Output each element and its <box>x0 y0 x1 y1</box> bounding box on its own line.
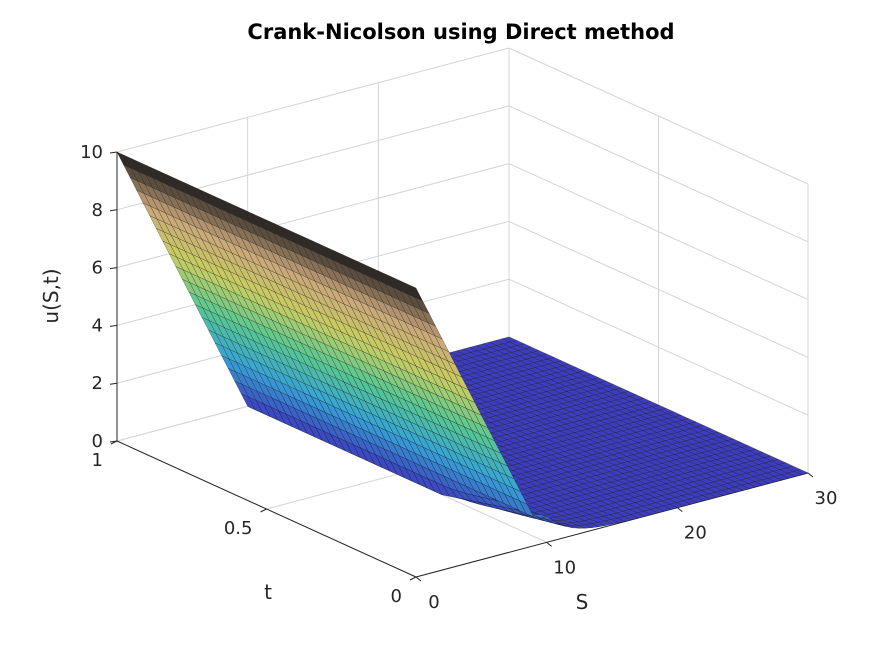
z-tick-mark <box>109 209 118 212</box>
x-tick-mark <box>807 472 814 478</box>
y-tick-mark <box>260 508 267 513</box>
x-tick-label: 20 <box>684 523 707 544</box>
z-tick-mark <box>109 440 118 443</box>
z-tick-label: 8 <box>92 200 103 221</box>
z-tick-label: 6 <box>92 258 103 279</box>
z-axis-label: u(S,t) <box>39 268 63 323</box>
surface-face <box>408 284 423 302</box>
chart-title: Crank-Nicolson using Direct method <box>247 20 674 44</box>
x-tick-mark <box>546 541 552 547</box>
z-tick-mark <box>109 382 118 385</box>
x-tick-label: 30 <box>815 488 838 509</box>
gridline-z-back <box>116 47 510 153</box>
z-tick-label: 0 <box>92 431 103 452</box>
x-axis-label: S <box>576 590 589 614</box>
z-tick-label: 2 <box>92 373 103 394</box>
z-tick-mark <box>109 267 118 270</box>
x-tick-label: 0 <box>428 592 439 613</box>
z-tick-mark <box>109 151 118 154</box>
y-tick-label: 0 <box>391 586 402 607</box>
surface-mesh <box>116 151 809 529</box>
z-tick-label: 4 <box>92 315 103 336</box>
y-axis-label: t <box>264 580 272 604</box>
y-tick-label: 1 <box>92 450 103 471</box>
x-tick-label: 10 <box>553 557 576 578</box>
y-tick-label: 0.5 <box>224 518 253 539</box>
y-tick-mark <box>409 576 417 581</box>
x-tick-mark <box>677 507 683 513</box>
z-tick-mark <box>109 324 118 327</box>
x-tick-mark <box>415 576 422 582</box>
z-tick-label: 10 <box>80 142 103 163</box>
